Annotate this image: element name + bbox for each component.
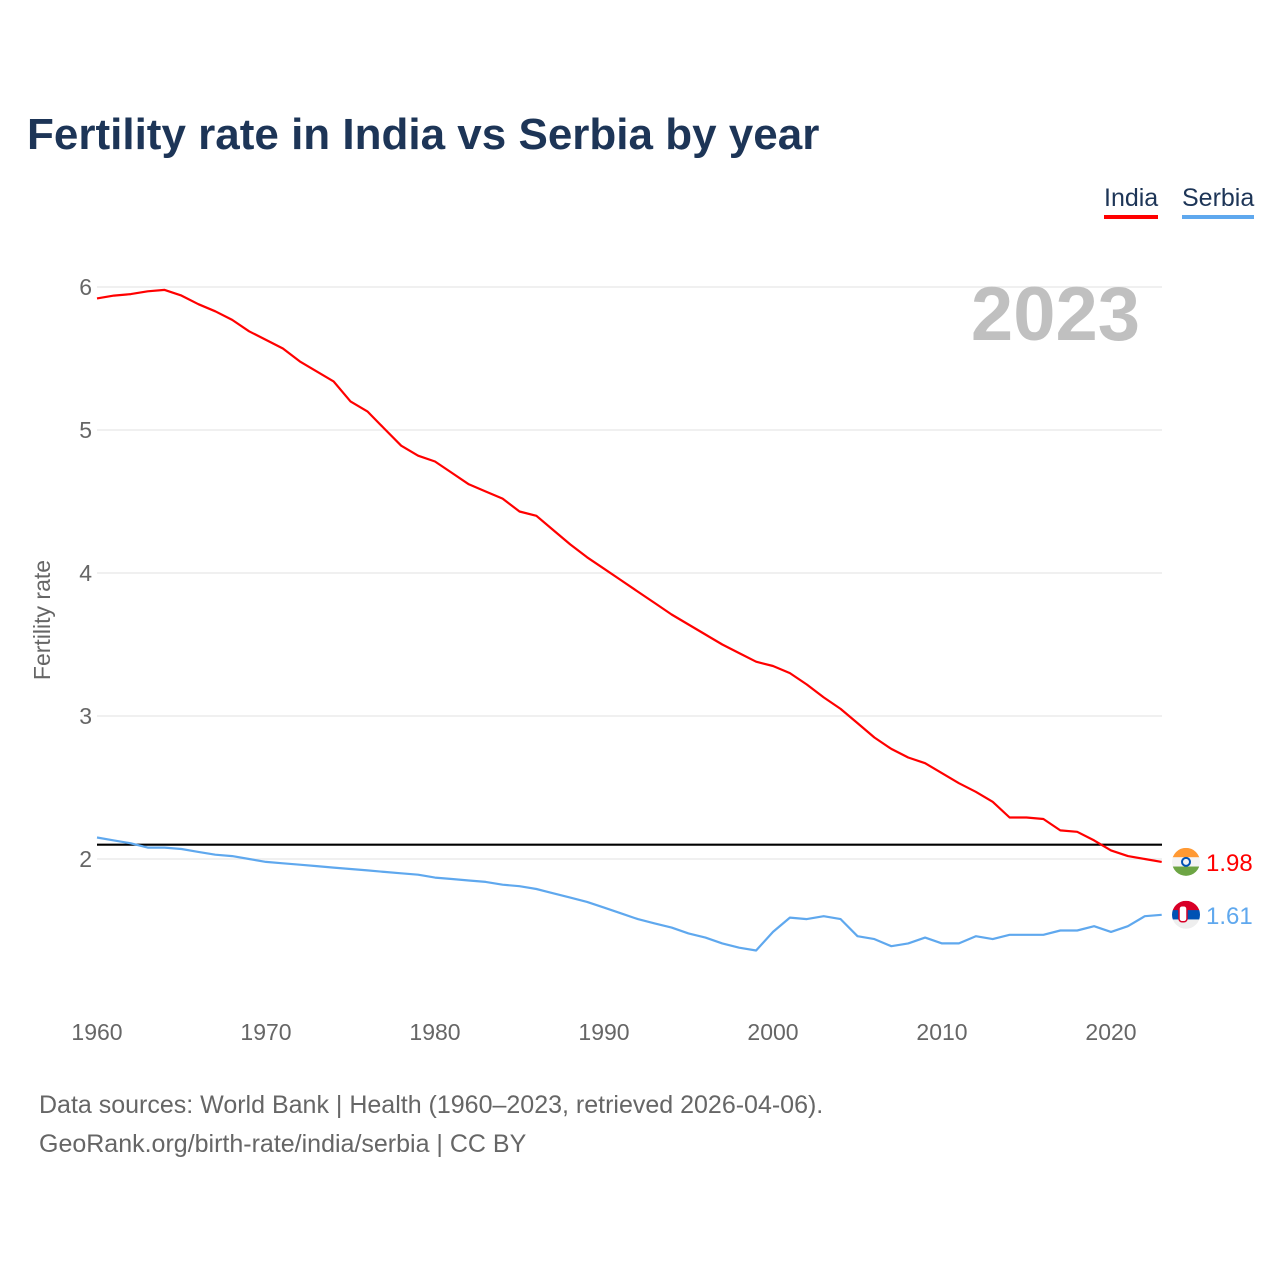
flag-india-icon bbox=[1172, 847, 1200, 876]
coat-of-arms bbox=[1178, 905, 1188, 923]
flag-stripe bbox=[1172, 847, 1200, 858]
flag-serbia-icon bbox=[1172, 900, 1200, 929]
chakra bbox=[1181, 856, 1191, 867]
x-tick-label: 2010 bbox=[916, 1019, 967, 1045]
legend-india[interactable]: India bbox=[1104, 184, 1159, 219]
y-axis-label: Fertility rate bbox=[29, 560, 55, 680]
source-text: Data sources: World Bank | Health (1960–… bbox=[39, 1091, 824, 1119]
x-tick-label: 1970 bbox=[240, 1019, 291, 1045]
y-tick-label: 2 bbox=[79, 846, 92, 872]
series-line-india bbox=[96, 288, 1162, 863]
series-line-serbia bbox=[96, 836, 1162, 952]
legend-serbia[interactable]: Serbia bbox=[1182, 184, 1255, 219]
y-tick-label: 5 bbox=[79, 417, 92, 443]
x-tick-label: 2000 bbox=[747, 1019, 798, 1045]
y-tick-label: 6 bbox=[79, 274, 92, 300]
year-watermark: 2023 bbox=[971, 272, 1140, 357]
chart-title: Fertility rate in India vs Serbia by yea… bbox=[27, 110, 820, 159]
end-label-serbia: 1.61 bbox=[1206, 903, 1253, 930]
y-tick-label: 4 bbox=[79, 560, 92, 586]
y-tick-label: 3 bbox=[79, 703, 92, 729]
end-label-india: 1.98 bbox=[1206, 850, 1253, 877]
source-link[interactable]: GeoRank.org/birth-rate/india/serbia | CC… bbox=[39, 1130, 527, 1158]
flag-stripe bbox=[1172, 857, 1200, 868]
flag-stripe bbox=[1172, 866, 1200, 876]
x-tick-label: 1960 bbox=[71, 1019, 122, 1045]
x-tick-label: 1980 bbox=[409, 1019, 460, 1045]
footer: Data sources: World Bank | Health (1960–… bbox=[39, 1086, 823, 1164]
flag-stripe bbox=[1172, 919, 1200, 929]
x-tick-label: 1990 bbox=[578, 1019, 629, 1045]
x-tick-label: 2020 bbox=[1085, 1019, 1136, 1045]
